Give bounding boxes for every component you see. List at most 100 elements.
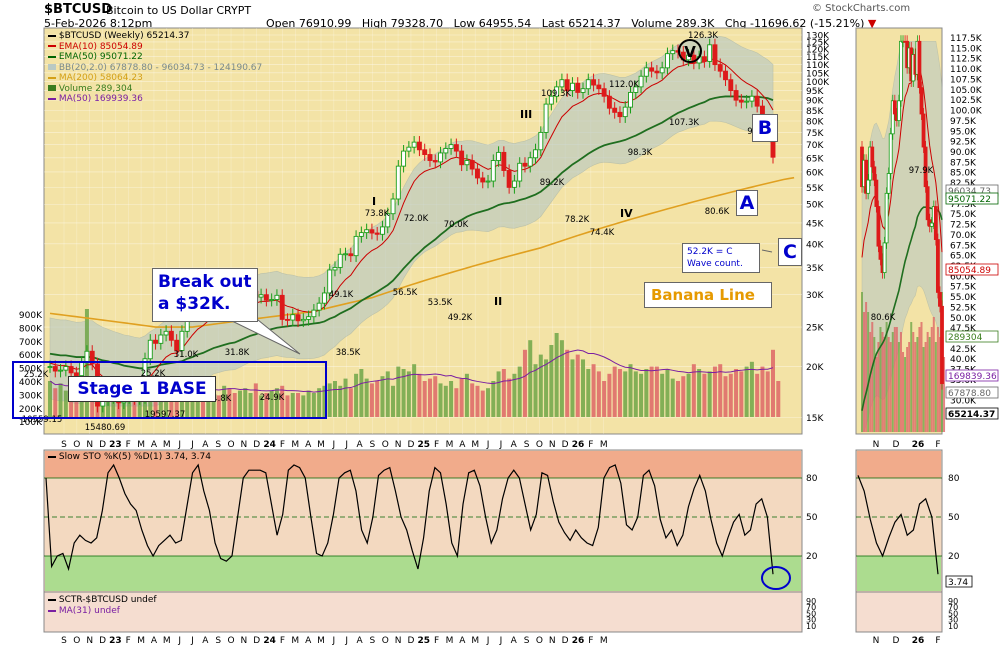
- volume-bar: [417, 373, 422, 417]
- price-label: 49.1K: [329, 290, 354, 300]
- sctr-zoom-axis-label: 10: [948, 622, 958, 631]
- price-label: 10559.15: [22, 415, 63, 425]
- volume-bar: [691, 364, 696, 417]
- candle-body: [591, 79, 597, 86]
- zoom-value-box: [945, 263, 999, 276]
- volume-axis-label: 100K: [19, 418, 43, 428]
- price-label: 80.6K: [705, 207, 730, 217]
- price-label: 73.8K: [365, 209, 390, 219]
- zoom-candle-body: [872, 166, 877, 181]
- x-axis-label: D: [407, 440, 414, 450]
- zoom-x-label: D: [893, 440, 900, 450]
- candle-body: [601, 88, 607, 97]
- zoom-axis-label: 40.0K: [950, 355, 977, 365]
- stoch-axis-label: 20: [806, 552, 818, 562]
- price-label: 70.0K: [444, 220, 469, 230]
- volume-bar: [380, 376, 385, 417]
- zoom-value-text: 85054.89: [948, 266, 991, 276]
- candle-body: [343, 253, 348, 256]
- candle-body: [522, 162, 528, 167]
- zoom-axis-label: 100.0K: [950, 107, 983, 117]
- candle-body: [58, 369, 64, 372]
- volume-bar: [501, 369, 506, 417]
- sctr-legend: SCTR-$BTCUSD undef MA(31) undef: [48, 595, 157, 617]
- volume-axis-label: 900K: [19, 311, 43, 321]
- candle-body: [68, 366, 74, 374]
- header-high: High 79328.70: [361, 17, 444, 30]
- zoom-axis-label: 72.5K: [950, 221, 977, 231]
- volume-bar: [776, 381, 781, 417]
- candle-body: [628, 91, 633, 108]
- x-axis-label-bottom: J: [499, 636, 503, 646]
- candle-body: [295, 314, 301, 322]
- x-axis-label-bottom: D: [407, 636, 414, 646]
- x-axis-label-bottom: F: [588, 636, 593, 646]
- volume-bar: [649, 366, 654, 417]
- candle-body: [480, 177, 486, 183]
- x-axis-label: D: [99, 440, 106, 450]
- volume-bar: [359, 369, 364, 417]
- x-axis-label-bottom: 25: [418, 636, 431, 646]
- x-axis-label-bottom: S: [215, 636, 221, 646]
- volume-bar: [723, 376, 728, 417]
- candle-body: [559, 79, 565, 88]
- candle-body: [475, 168, 480, 179]
- volume-bar: [565, 349, 570, 417]
- legend-item-ema50: EMA(50) 95071.22: [48, 52, 262, 63]
- price-axis-label: 15K: [806, 414, 824, 424]
- volume-bar: [206, 390, 211, 417]
- zoom-candle-body: [925, 186, 930, 221]
- volume-bar: [771, 349, 775, 417]
- candle-body: [380, 226, 385, 235]
- price-label: 9: [747, 127, 752, 137]
- candle-body: [285, 318, 290, 321]
- x-axis-label: J: [332, 440, 336, 450]
- candle-body: [580, 88, 586, 93]
- banana-line-label: Banana Line: [644, 282, 772, 308]
- volume-bar: [58, 383, 63, 417]
- candle-body: [506, 170, 512, 188]
- x-axis-label: S: [370, 440, 376, 450]
- candle-body: [633, 86, 639, 93]
- zoom-axis-label: 60.0K: [950, 272, 977, 282]
- volume-bar: [496, 371, 501, 417]
- volume-bar: [644, 369, 649, 417]
- volume-bar: [322, 385, 327, 417]
- x-axis-label-bottom: D: [562, 636, 569, 646]
- x-axis-label: 25: [418, 440, 431, 450]
- zoom-volume-bar: [916, 337, 919, 432]
- price-axis-label: 40K: [806, 240, 824, 250]
- wave-A-label: A: [736, 190, 758, 216]
- zoom-volume-bar: [891, 332, 894, 432]
- candle-body: [469, 160, 475, 170]
- candle-body: [337, 253, 343, 268]
- volume-bar: [301, 395, 306, 417]
- volume-bar: [253, 383, 258, 417]
- zoom-axis-label: 55.0K: [950, 293, 977, 303]
- volume-bar: [686, 373, 691, 417]
- zoom-volume-bar: [938, 337, 941, 432]
- x-axis-label: J: [344, 440, 348, 450]
- zoom-candle-body: [919, 87, 924, 115]
- volume-bar: [480, 390, 485, 417]
- x-axis-label-bottom: O: [228, 636, 235, 646]
- x-axis-label-bottom: N: [549, 636, 556, 646]
- candle-body: [496, 151, 502, 161]
- zoom-x-label: 26: [912, 440, 925, 450]
- price-label: 107.3K: [669, 118, 699, 128]
- zoom-axis-label: 70.0K: [950, 231, 977, 241]
- zoom-volume-bar: [881, 332, 884, 432]
- candle-body: [464, 160, 470, 166]
- x-axis-label-bottom: O: [73, 636, 80, 646]
- zoom-volume-bar: [932, 317, 935, 432]
- x-axis-label: O: [536, 440, 543, 450]
- candle-body: [459, 150, 465, 166]
- volume-bar: [243, 388, 248, 417]
- stoch-zoom-axis-label: 50: [948, 513, 960, 523]
- volume-axis-label: 600K: [19, 351, 43, 361]
- volume-bar: [607, 373, 612, 417]
- volume-bar: [454, 388, 459, 417]
- x-axis-label-bottom: 24: [263, 636, 276, 646]
- wave-II-label: II: [494, 295, 502, 308]
- volume-bar: [765, 371, 770, 417]
